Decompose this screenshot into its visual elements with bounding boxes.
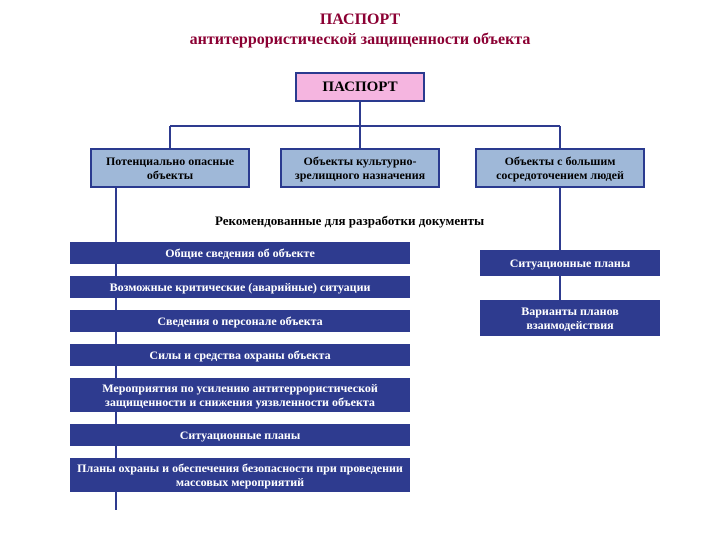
category-node-2: Объекты с большим сосредоточением людей xyxy=(475,148,645,188)
left-bar-3: Силы и средства охраны объекта xyxy=(70,344,410,366)
category-node-1: Объекты культурно-зрелищного назначения xyxy=(280,148,440,188)
page-title: ПАСПОРТ антитеррористической защищенност… xyxy=(0,10,720,50)
left-bar-1: Возможные критические (аварийные) ситуац… xyxy=(70,276,410,298)
left-bar-0: Общие сведения об объекте xyxy=(70,242,410,264)
category-node-0: Потенциально опасные объекты xyxy=(90,148,250,188)
left-bar-5: Ситуационные планы xyxy=(70,424,410,446)
left-bar-4: Мероприятия по усилению антитеррористиче… xyxy=(70,378,410,412)
right-bar-0: Ситуационные планы xyxy=(480,250,660,276)
recommended-label: Рекомендованные для разработки документы xyxy=(215,213,484,229)
left-bar-6: Планы охраны и обеспечения безопасности … xyxy=(70,458,410,492)
right-bar-1: Варианты планов взаимодействия xyxy=(480,300,660,336)
left-bar-2: Сведения о персонале объекта xyxy=(70,310,410,332)
root-node: ПАСПОРТ xyxy=(295,72,425,102)
title-line2: антитеррористической защищенности объект… xyxy=(190,31,531,48)
title-line1: ПАСПОРТ xyxy=(320,11,400,28)
